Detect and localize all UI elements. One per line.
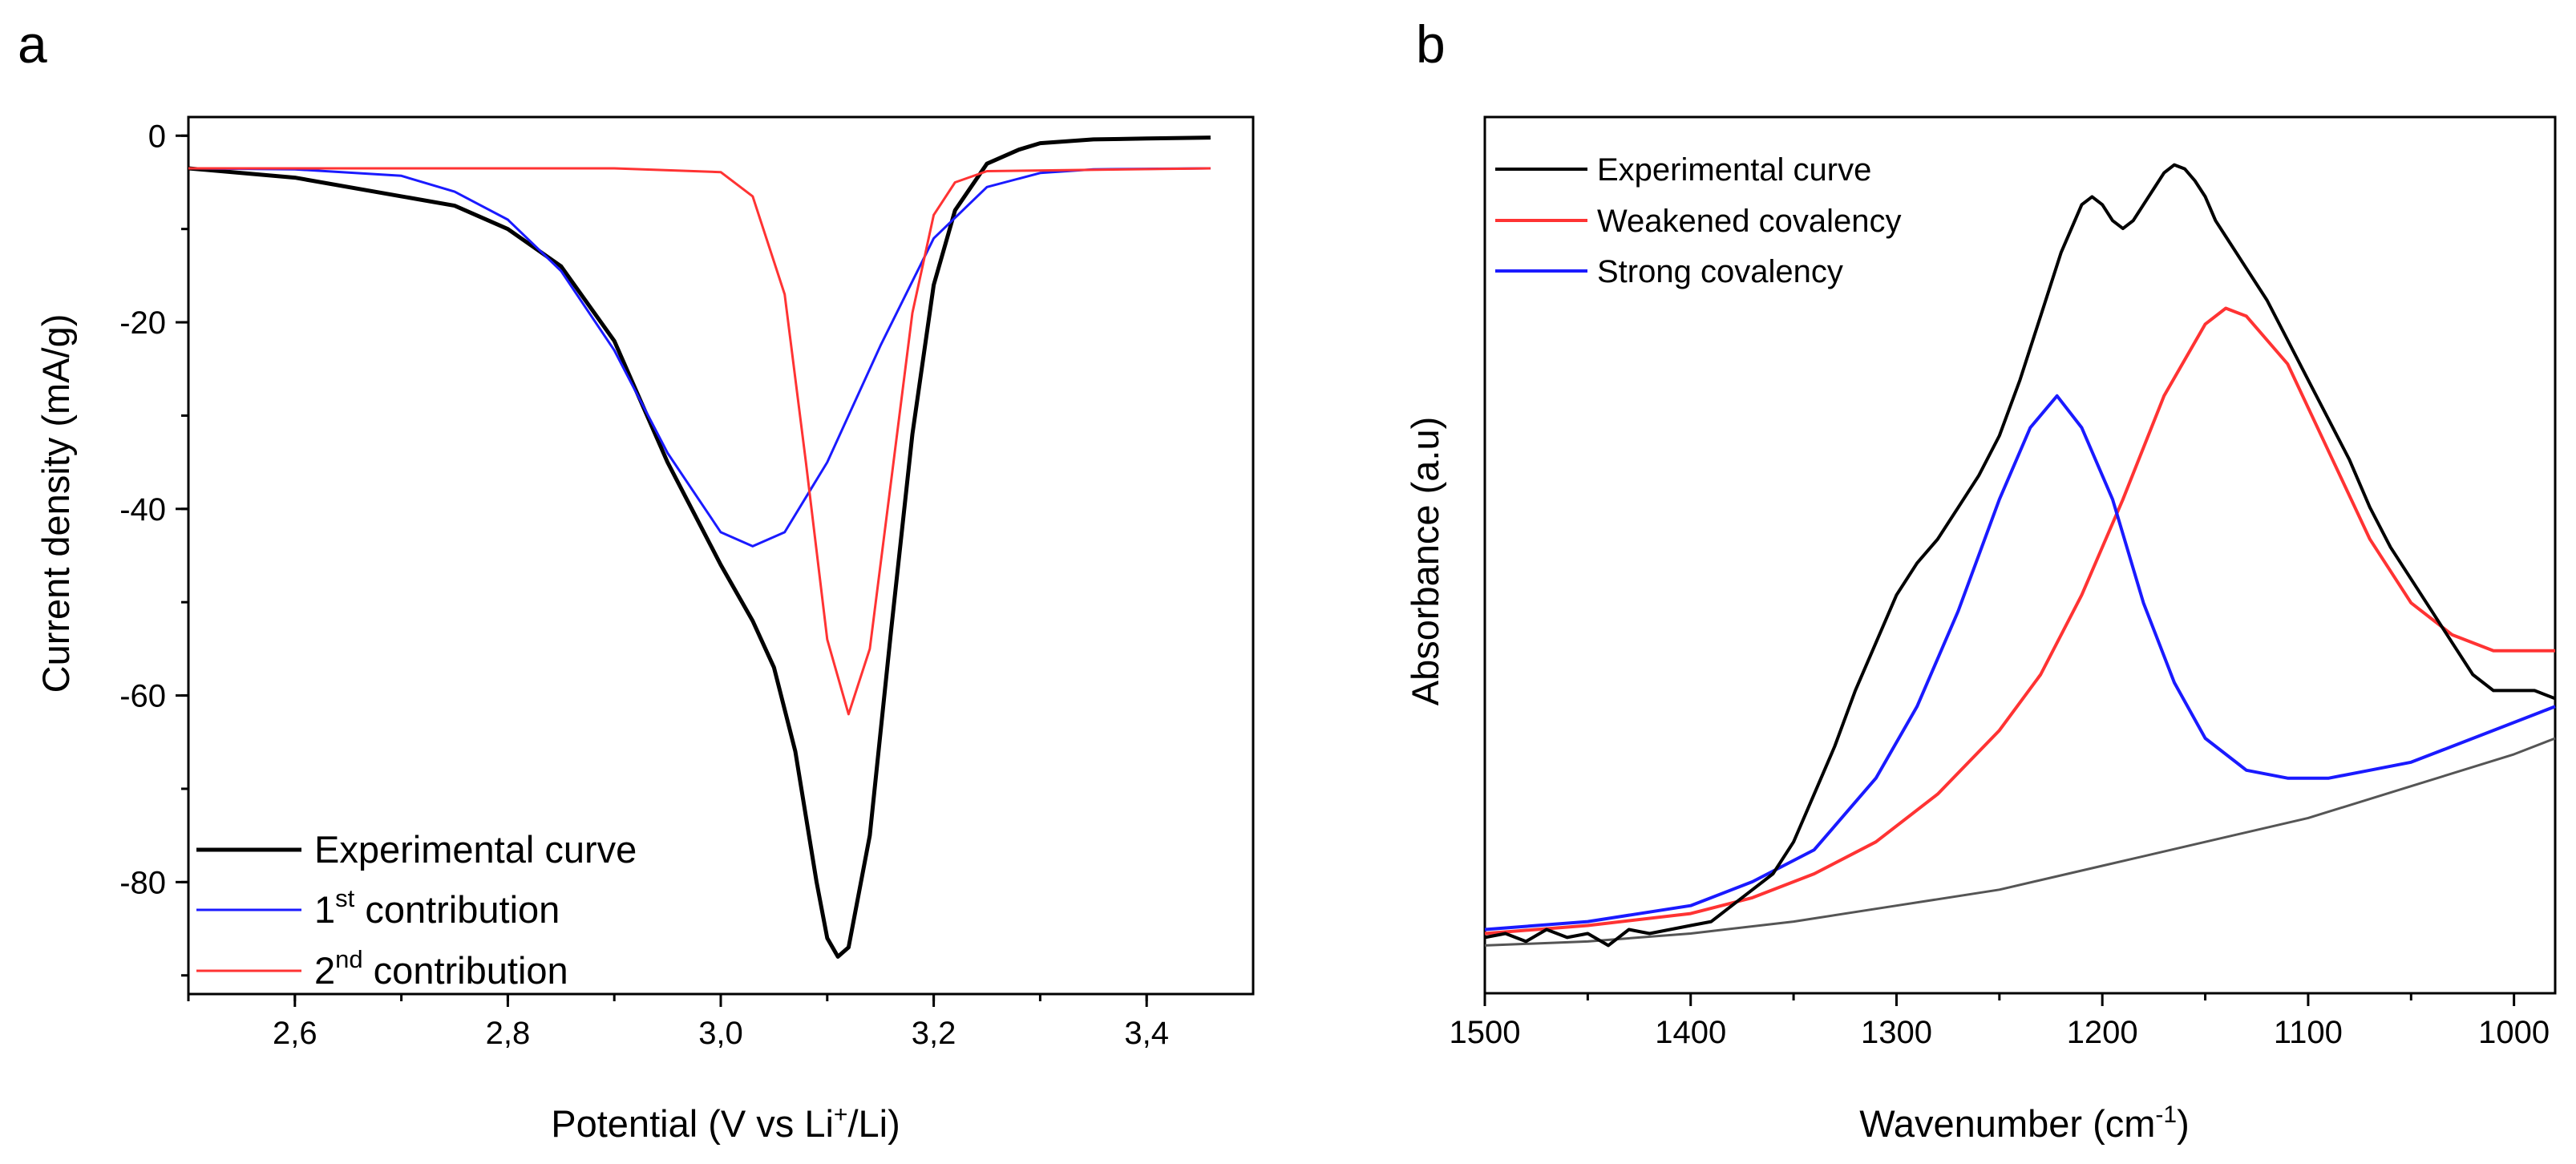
legend-label-a: 1st contribution — [314, 884, 560, 931]
panel-a: a 2,6 2,8 3,0 3,2 3,4 0 -20 -40 -60 -80 Potential… — [18, 14, 1255, 1145]
panel-label-b: b — [1416, 14, 1446, 74]
x-tick-label-a: 2,8 — [486, 1016, 531, 1051]
series-group-b — [1484, 163, 2556, 948]
series-line-b-experimental-curve — [1484, 163, 2556, 948]
y-axis-label-a: Current density (mA/g) — [34, 314, 77, 693]
series-group-a — [188, 135, 1211, 959]
series-line-a-1st-contribution — [188, 167, 1211, 548]
x-axis-label-b-prefix: Wavenumber (cm — [1859, 1102, 2155, 1145]
y-tick-label-a: -40 — [119, 492, 166, 527]
series-line-a-2nd-contribution — [188, 167, 1211, 716]
panel-b: b 1500 1400 1300 1200 1100 1000 Wavenumber (c… — [1404, 14, 2557, 1145]
x-tick-label-a: 2,6 — [273, 1016, 317, 1051]
x-tick-label-a: 3,4 — [1124, 1016, 1169, 1051]
panel-label-a: a — [18, 14, 47, 74]
x-axis-label-a-prefix: Potential (V vs Li — [551, 1102, 834, 1145]
legend-label-b: Strong covalency — [1597, 254, 1843, 289]
plot-frame-b — [1483, 115, 2557, 995]
series-line-b-strong-covalency — [1484, 394, 2556, 932]
x-tick-label-b: 1500 — [1450, 1015, 1521, 1050]
legend-label-a-rest: contribution — [354, 888, 560, 931]
legend-label-b: Experimental curve — [1597, 152, 1871, 188]
x-tick-label-b: 1300 — [1861, 1015, 1932, 1050]
y-tick-label-a: -60 — [119, 679, 166, 714]
x-axis-label-a-sup: + — [834, 1101, 848, 1128]
legend-label-a: 2nd contribution — [314, 945, 568, 992]
x-axis-label-b: Wavenumber (cm-1) — [1859, 1101, 2189, 1145]
x-axis-label-b-sup: -1 — [2155, 1101, 2177, 1128]
x-tick-label-a: 3,0 — [698, 1016, 743, 1051]
x-tick-label-b: 1200 — [2067, 1015, 2138, 1050]
x-tick-label-b: 1100 — [2274, 1015, 2343, 1050]
x-tick-label-b: 1400 — [1655, 1015, 1726, 1050]
series-line-b-weakened-covalency — [1484, 306, 2555, 936]
legend-label-a-sup: st — [335, 884, 355, 912]
x-tick-label-b: 1000 — [2478, 1015, 2550, 1050]
x-tick-label-a: 3,2 — [912, 1016, 956, 1051]
legend-label-a-main: 2 — [314, 949, 335, 992]
y-tick-label-a: -80 — [119, 865, 166, 900]
legend-label-a: Experimental curve — [314, 828, 637, 871]
y-tick-label-a: -20 — [119, 305, 166, 341]
legend-b: Experimental curve Weakened covalency Stro… — [1495, 152, 1902, 289]
legend-label-a-main: Experimental curve — [314, 828, 637, 871]
tick-group-a: 2,6 2,8 3,0 3,2 3,4 0 -20 -40 -60 -80 — [119, 119, 1169, 1051]
series-line-b-baseline — [1484, 737, 2556, 947]
x-axis-label-a-suffix: /Li) — [847, 1102, 900, 1145]
legend-label-a-rest: contribution — [363, 949, 568, 992]
x-axis-label-b-suffix: ) — [2177, 1102, 2190, 1145]
legend-label-b: Weakened covalency — [1597, 204, 1902, 239]
legend-label-a-sup: nd — [335, 945, 362, 973]
tick-group-b: 1500 1400 1300 1200 1100 1000 — [1450, 993, 2550, 1050]
x-axis-label-a: Potential (V vs Li+/Li) — [551, 1101, 900, 1145]
y-tick-label-a: 0 — [148, 119, 166, 154]
series-line-a-experimental-curve — [188, 135, 1211, 959]
y-axis-label-b: Absorbance (a.u) — [1404, 417, 1446, 706]
legend-label-a-main: 1 — [314, 888, 335, 931]
